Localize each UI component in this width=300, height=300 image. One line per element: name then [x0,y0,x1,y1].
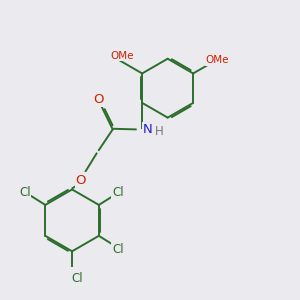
Text: OMe: OMe [110,51,134,61]
Text: N: N [142,123,152,136]
Text: Cl: Cl [72,272,83,285]
Text: H: H [154,125,163,138]
Text: Cl: Cl [19,186,31,199]
Text: O: O [93,93,103,106]
Text: Cl: Cl [112,186,124,199]
Text: Cl: Cl [112,243,124,256]
Text: O: O [76,173,86,187]
Text: OMe: OMe [206,55,229,65]
